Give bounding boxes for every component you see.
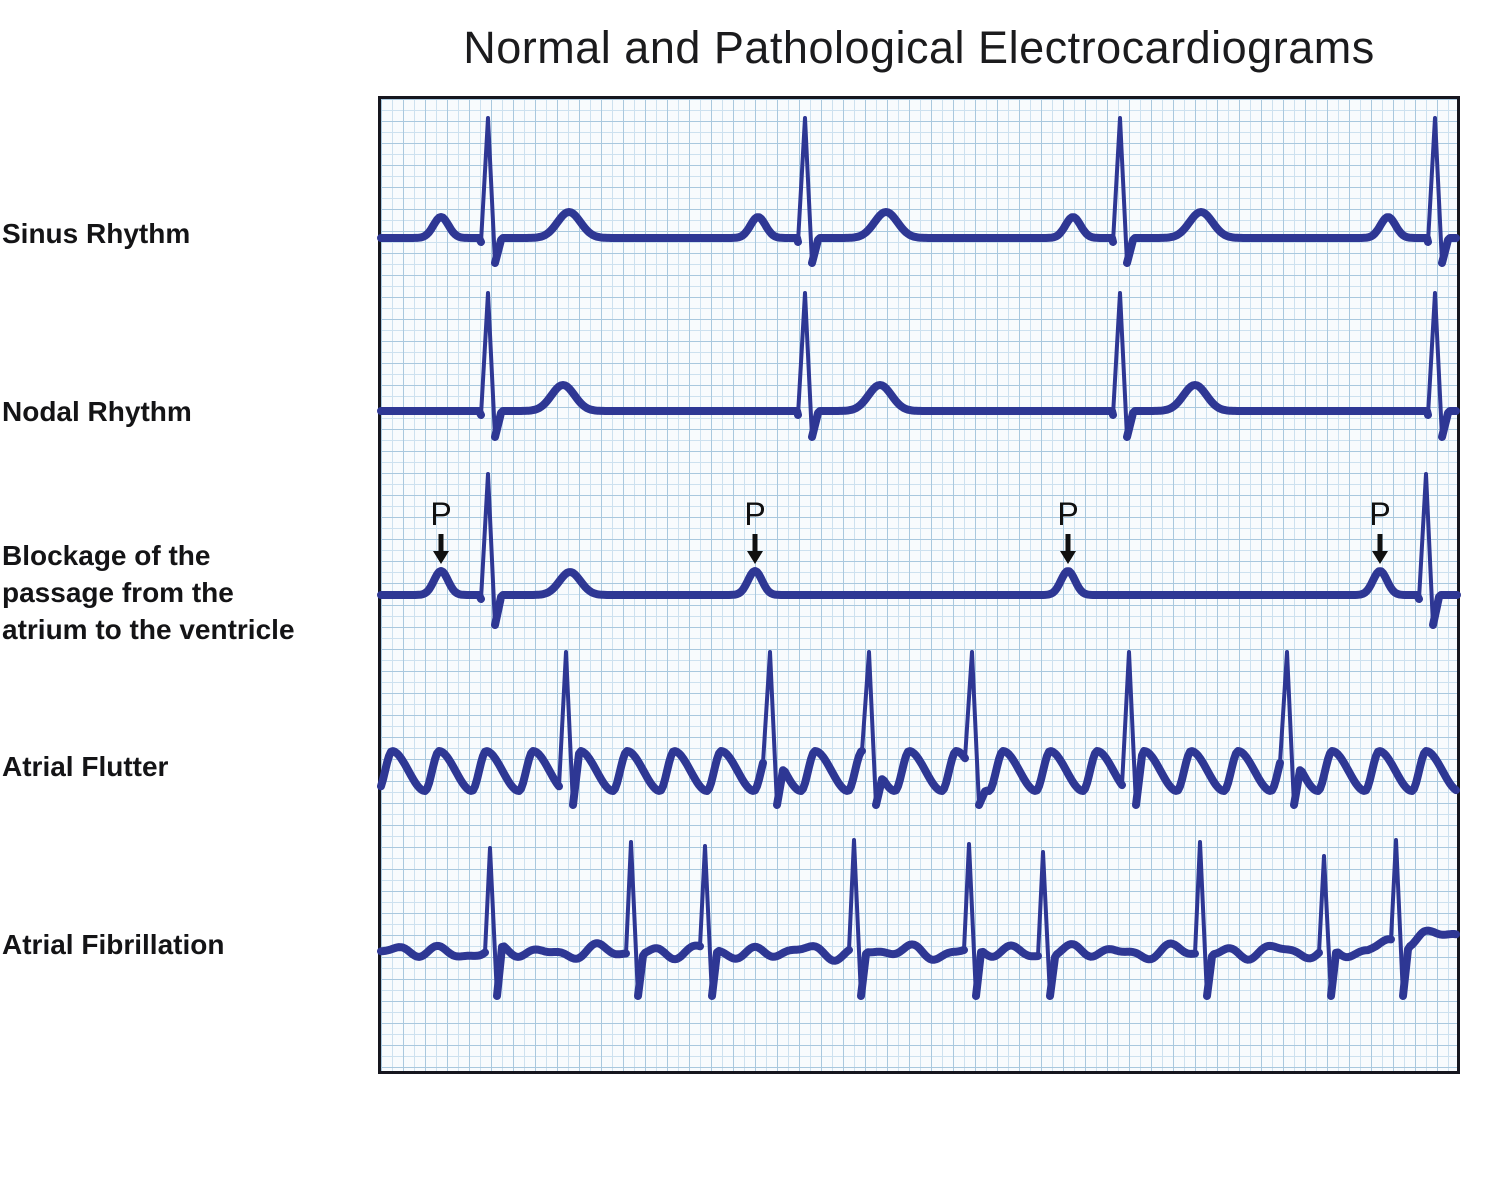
trace-atrial-fibrillation (972, 941, 1042, 1000)
qrs-spike-nodal-rhythm (796, 291, 814, 439)
trace-av-block (491, 567, 1423, 629)
row-label-atrial-fibrillation: Atrial Fibrillation (2, 929, 225, 960)
qrs-spike-atrial-fibrillation (1317, 854, 1333, 998)
qrs-spike-av-block (1417, 472, 1435, 627)
qrs-spike-atrial-fibrillation (483, 846, 499, 998)
p-wave-label: P (744, 496, 765, 532)
row-label-atrial-flutter: Atrial Flutter (2, 751, 169, 782)
p-wave-label: P (430, 496, 451, 532)
trace-atrial-fibrillation (1046, 939, 1199, 1000)
down-arrow-icon (433, 534, 449, 564)
qrs-spike-atrial-flutter (1120, 650, 1138, 807)
trace-atrial-fibrillation (377, 941, 489, 961)
trace-sinus-rhythm (377, 213, 485, 246)
qrs-spike-sinus-rhythm (479, 116, 497, 265)
diagram-title: Normal and Pathological Electrocardiogra… (463, 22, 1375, 73)
trace-nodal-rhythm (1438, 407, 1460, 441)
qrs-spike-atrial-fibrillation (1389, 838, 1405, 998)
trace-atrial-flutter (1132, 747, 1284, 809)
trace-sinus-rhythm (491, 208, 802, 267)
qrs-spike-nodal-rhythm (1111, 291, 1129, 439)
qrs-spike-atrial-fibrillation (698, 844, 714, 998)
trace-nodal-rhythm (491, 381, 802, 441)
qrs-spike-atrial-flutter (963, 650, 981, 807)
trace-av-block (377, 567, 485, 603)
trace-atrial-flutter (872, 747, 969, 809)
qrs-spike-atrial-flutter (1278, 650, 1296, 807)
trace-atrial-fibrillation (634, 941, 704, 1000)
down-arrow-icon (1372, 534, 1388, 564)
trace-atrial-fibrillation (857, 940, 968, 1000)
down-arrow-icon (1060, 534, 1076, 564)
qrs-spike-sinus-rhythm (1111, 116, 1129, 265)
row-label-av-block: Blockage of the passage from the atrium to… (2, 540, 295, 645)
qrs-spike-sinus-rhythm (796, 116, 814, 265)
trace-atrial-fibrillation (708, 942, 853, 1000)
trace-sinus-rhythm (1438, 234, 1460, 267)
qrs-spike-atrial-flutter (761, 650, 779, 807)
trace-atrial-flutter (569, 747, 767, 809)
qrs-spike-atrial-flutter (860, 650, 878, 807)
trace-av-block (1429, 591, 1461, 629)
trace-atrial-fibrillation (1399, 926, 1460, 1000)
trace-atrial-flutter (1290, 747, 1460, 809)
down-arrow-icon (747, 534, 763, 564)
trace-sinus-rhythm (1123, 208, 1432, 267)
row-label-nodal-rhythm: Nodal Rhythm (2, 396, 192, 427)
qrs-spike-atrial-fibrillation (847, 838, 863, 998)
qrs-spike-nodal-rhythm (479, 291, 497, 439)
p-wave-label: P (1369, 496, 1390, 532)
trace-nodal-rhythm (808, 381, 1117, 441)
trace-atrial-flutter (773, 747, 866, 809)
qrs-spike-nodal-rhythm (1426, 291, 1444, 439)
trace-atrial-flutter (377, 747, 563, 795)
qrs-spike-atrial-fibrillation (624, 840, 640, 998)
qrs-spike-sinus-rhythm (1426, 116, 1444, 265)
row-label-sinus-rhythm: Sinus Rhythm (2, 218, 191, 249)
trace-atrial-fibrillation (493, 939, 630, 1000)
trace-atrial-fibrillation (1203, 941, 1323, 1000)
trace-nodal-rhythm (377, 407, 485, 419)
trace-atrial-flutter (975, 747, 1126, 809)
qrs-spike-atrial-flutter (557, 650, 575, 807)
trace-sinus-rhythm (808, 208, 1117, 267)
p-wave-label: P (1057, 496, 1078, 532)
trace-atrial-fibrillation (1327, 935, 1395, 1000)
qrs-spike-atrial-fibrillation (1193, 840, 1209, 998)
qrs-spike-atrial-fibrillation (1036, 850, 1052, 998)
trace-nodal-rhythm (1123, 381, 1432, 441)
qrs-spike-av-block (479, 472, 497, 627)
qrs-spike-atrial-fibrillation (962, 842, 978, 998)
